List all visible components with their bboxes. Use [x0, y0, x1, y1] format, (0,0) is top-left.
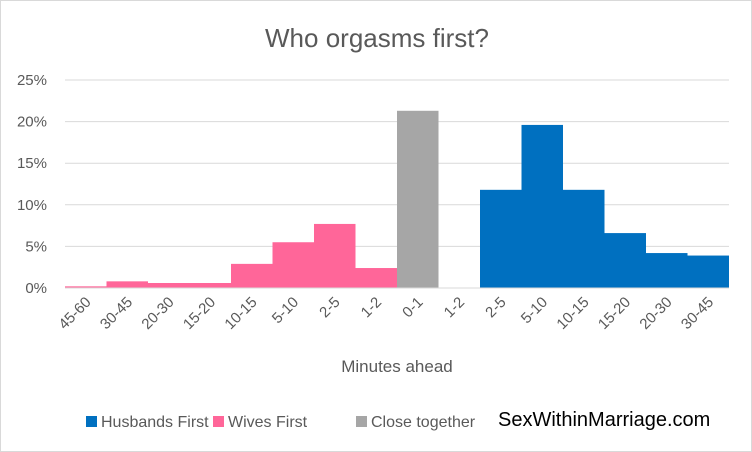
x-tick-label: 1-2: [358, 294, 385, 321]
x-tick-label: 1-2: [441, 294, 468, 321]
x-tick-label: 45-60: [55, 294, 94, 333]
legend-swatch: [86, 416, 97, 427]
legend-swatch: [213, 416, 224, 427]
y-tick-label: 25%: [17, 72, 47, 89]
bars: [65, 110, 729, 288]
x-axis-label: Minutes ahead: [341, 357, 453, 376]
x-tick-label: 10-15: [553, 294, 592, 333]
legend-label: Wives First: [228, 414, 308, 431]
y-tick-label: 0%: [25, 280, 47, 297]
watermark-text: SexWithinMarriage.com: [498, 409, 710, 431]
x-tick-label: 20-30: [138, 294, 177, 333]
x-tick-label: 2-5: [316, 294, 343, 321]
x-tick-label: 15-20: [180, 294, 219, 333]
x-tick-label: 30-45: [678, 294, 717, 333]
bar: [521, 124, 563, 288]
x-tick-label: 5-10: [269, 294, 302, 327]
x-tick-label: 2-5: [482, 294, 509, 321]
legend: Husbands First Wives First Close together: [86, 414, 476, 431]
bar: [148, 283, 190, 288]
bar: [189, 283, 231, 288]
legend-label: Close together: [371, 414, 476, 431]
x-tick-label: 10-15: [221, 294, 260, 333]
bar: [106, 281, 148, 288]
bar: [604, 233, 646, 288]
x-axis-ticks: 45-60 30-45 20-30 15-20 10-15 5-10 2-5 1-2 0-1 1-…: [55, 294, 717, 333]
bar: [355, 268, 397, 288]
bar: [65, 286, 107, 288]
y-tick-label: 15%: [17, 155, 47, 172]
bar: [563, 189, 605, 288]
x-tick-label: 30-45: [97, 294, 136, 333]
y-tick-label: 10%: [17, 197, 47, 214]
y-tick-label: 5%: [25, 238, 47, 255]
legend-swatch: [356, 416, 367, 427]
bar: [687, 255, 729, 288]
bar: [397, 110, 439, 288]
x-tick-label: 20-30: [636, 294, 675, 333]
bar: [646, 253, 688, 288]
chart-title: Who orgasms first?: [265, 23, 489, 53]
x-tick-label: 5-10: [518, 294, 551, 327]
bar: [314, 223, 356, 288]
bar: [272, 242, 314, 288]
y-tick-label: 20%: [17, 114, 47, 131]
y-axis-ticks: 0% 5% 10% 15% 20% 25%: [17, 72, 47, 297]
x-tick-label: 15-20: [595, 294, 634, 333]
legend-label: Husbands First: [101, 414, 209, 431]
x-tick-label: 0-1: [399, 294, 426, 321]
bar: [480, 189, 522, 288]
bar: [231, 263, 273, 288]
